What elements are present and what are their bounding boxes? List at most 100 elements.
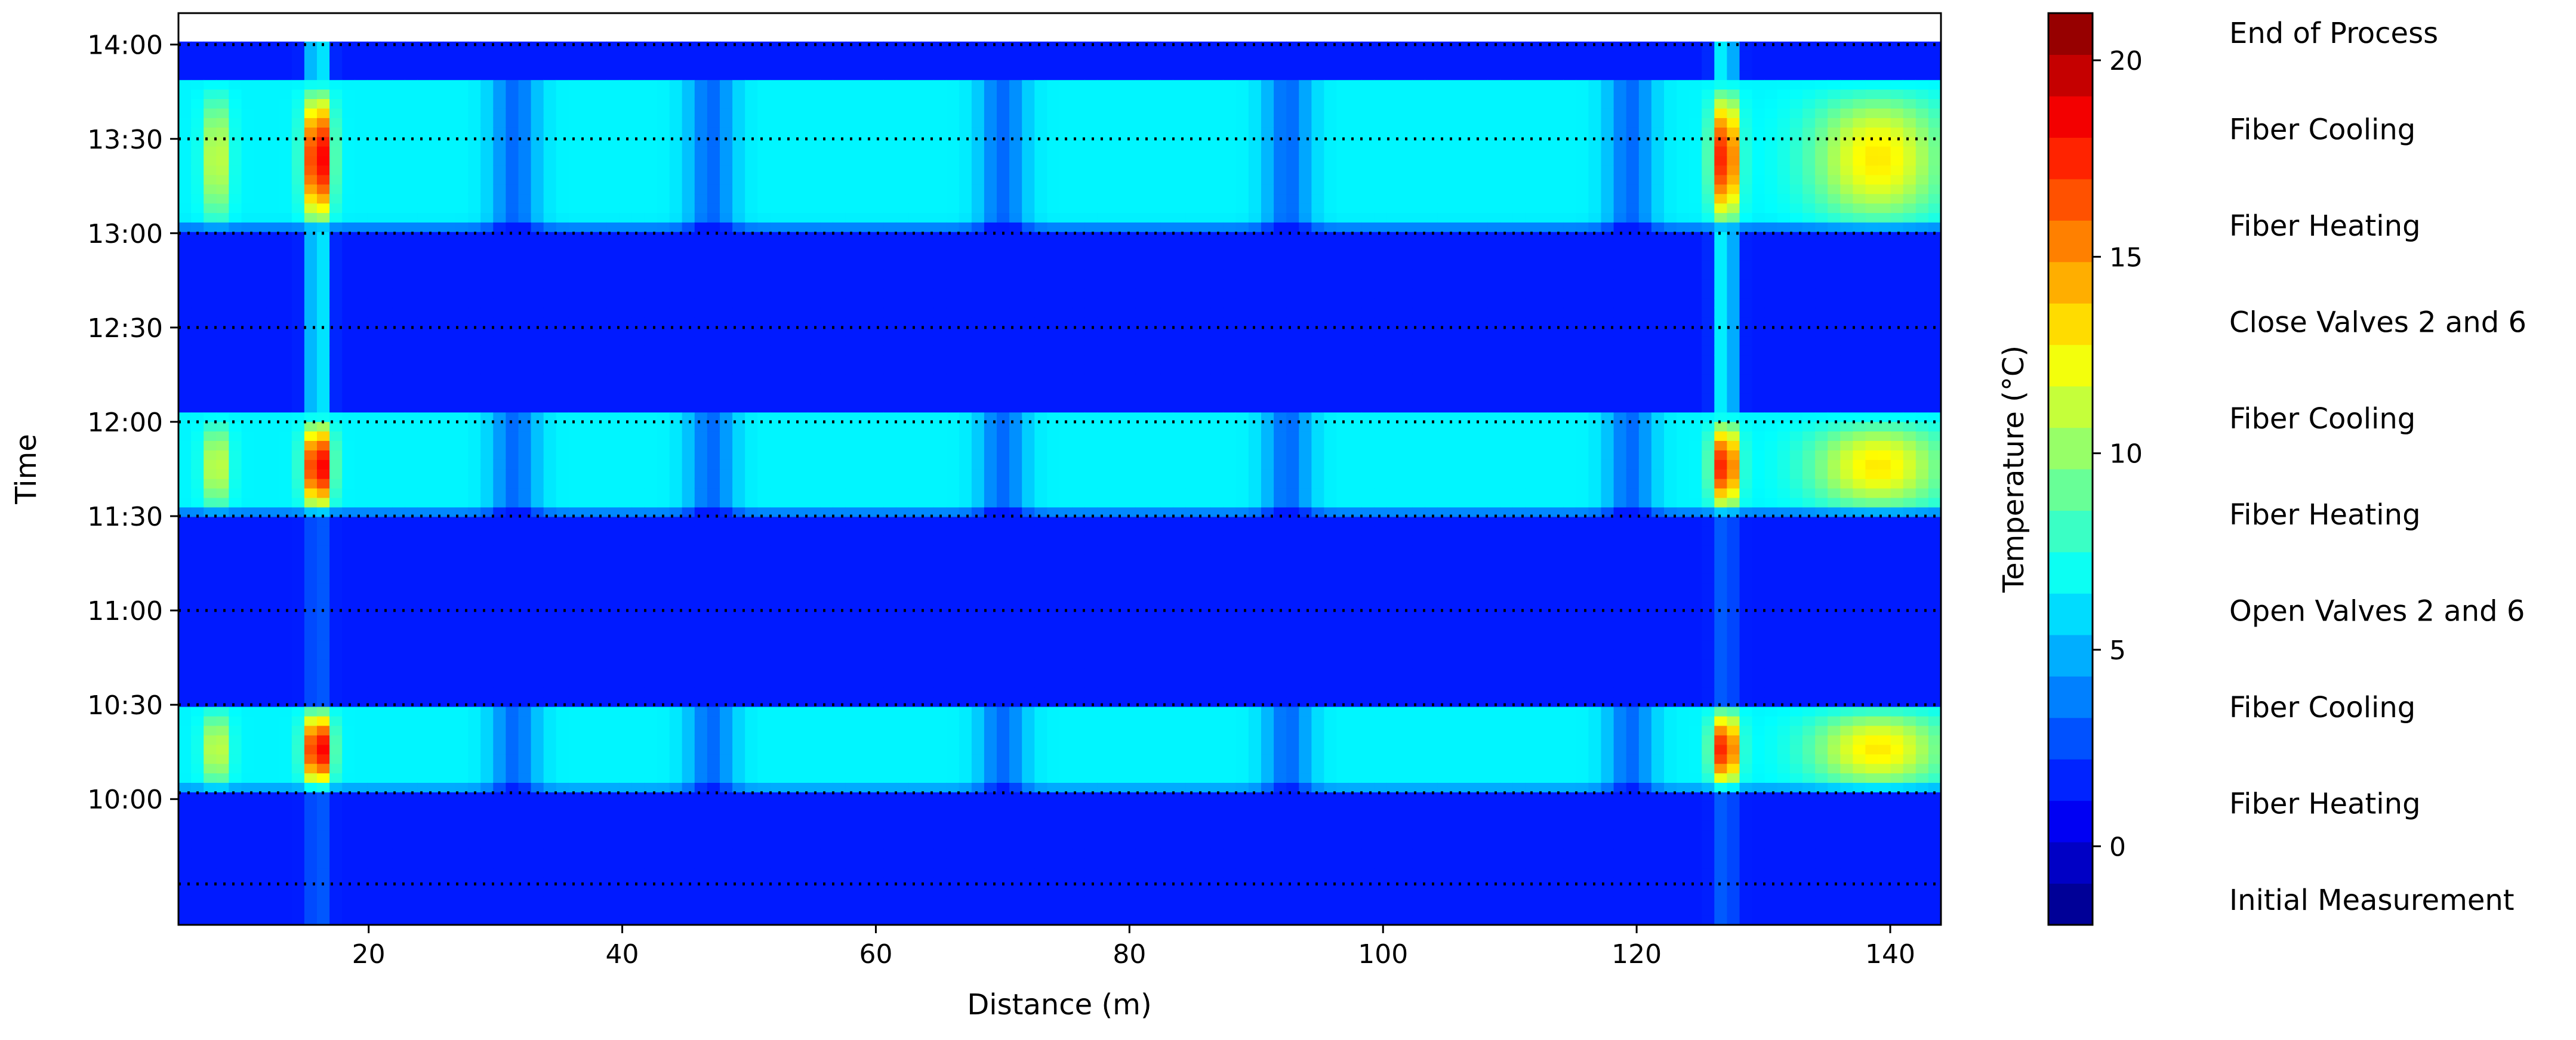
heatmap-cell: [845, 421, 859, 432]
heatmap-cell: [405, 193, 418, 204]
heatmap-cell: [707, 640, 720, 650]
heatmap-cell: [833, 858, 846, 869]
heatmap-cell: [782, 611, 796, 622]
heatmap-cell: [594, 668, 607, 678]
heatmap-cell: [795, 364, 809, 375]
heatmap-cell: [757, 70, 771, 81]
heatmap-cell: [241, 184, 255, 195]
heatmap-cell: [254, 887, 267, 897]
heatmap-cell: [594, 250, 607, 261]
heatmap-cell: [619, 896, 633, 906]
heatmap-cell: [619, 877, 633, 888]
heatmap-cell: [543, 174, 557, 185]
heatmap-cell: [279, 744, 292, 755]
heatmap-cell: [191, 355, 204, 365]
heatmap-cell: [355, 554, 368, 564]
heatmap-cell: [594, 421, 607, 432]
heatmap-cell: [657, 497, 670, 508]
heatmap-cell: [556, 507, 569, 517]
heatmap-cell: [468, 459, 481, 470]
heatmap-cell: [694, 383, 708, 394]
heatmap-cell: [556, 906, 569, 916]
heatmap-cell: [216, 393, 230, 403]
heatmap-cell: [619, 421, 633, 432]
heatmap-cell: [669, 659, 683, 669]
heatmap-cell: [392, 915, 406, 925]
heatmap-cell: [581, 715, 594, 726]
heatmap-cell: [531, 431, 544, 441]
heatmap-cell: [317, 431, 330, 441]
heatmap-cell: [644, 507, 658, 517]
heatmap-cell: [682, 298, 695, 308]
heatmap-cell: [682, 383, 695, 394]
heatmap-cell: [254, 232, 267, 242]
heatmap-cell: [443, 459, 456, 470]
heatmap-cell: [518, 744, 532, 755]
heatmap-cell: [707, 118, 720, 128]
heatmap-cell: [694, 754, 708, 764]
heatmap-cell: [720, 773, 733, 783]
heatmap-cell: [581, 89, 594, 99]
heatmap-cell: [531, 421, 544, 432]
heatmap-cell: [392, 98, 406, 109]
heatmap-cell: [417, 868, 431, 878]
heatmap-cell: [757, 848, 771, 859]
heatmap-cell: [455, 431, 469, 441]
heatmap-cell: [833, 640, 846, 650]
heatmap-cell: [455, 535, 469, 546]
heatmap-cell: [266, 687, 280, 698]
heatmap-cell: [367, 554, 381, 564]
heatmap-cell: [229, 307, 242, 318]
heatmap-cell: [254, 203, 267, 213]
heatmap-cell: [216, 232, 230, 242]
heatmap-cell: [782, 260, 796, 270]
heatmap-cell: [707, 564, 720, 574]
heatmap-cell: [355, 174, 368, 185]
heatmap-cell: [191, 212, 204, 223]
heatmap-cell: [191, 478, 204, 489]
heatmap-cell: [468, 735, 481, 745]
heatmap-cell: [191, 136, 204, 147]
heatmap-cell: [254, 678, 267, 688]
heatmap-cell: [329, 848, 343, 859]
heatmap-cell: [480, 858, 494, 869]
heatmap-cell: [770, 611, 784, 622]
heatmap-cell: [770, 725, 784, 736]
heatmap-cell: [757, 592, 771, 603]
heatmap-cell: [430, 459, 443, 470]
heatmap-cell: [443, 70, 456, 81]
heatmap-cell: [266, 336, 280, 346]
heatmap-cell: [204, 744, 217, 755]
heatmap-cell: [342, 98, 356, 109]
heatmap-cell: [241, 250, 255, 261]
heatmap-cell: [279, 222, 292, 232]
heatmap-cell: [480, 288, 494, 299]
heatmap-cell: [405, 592, 418, 603]
heatmap-cell: [833, 98, 846, 109]
heatmap-cell: [745, 51, 759, 61]
heatmap-cell: [682, 98, 695, 109]
heatmap-cell: [191, 545, 204, 555]
heatmap-cell: [468, 792, 481, 802]
heatmap-cell: [204, 896, 217, 906]
heatmap-cell: [317, 279, 330, 289]
heatmap-cell: [531, 326, 544, 337]
heatmap-cell: [178, 915, 192, 925]
heatmap-cell: [468, 41, 481, 52]
heatmap-cell: [380, 583, 393, 593]
heatmap-cell: [682, 155, 695, 166]
heatmap-cell: [279, 298, 292, 308]
heatmap-cell: [543, 858, 557, 869]
heatmap-cell: [820, 241, 834, 251]
heatmap-cell: [455, 487, 469, 498]
heatmap-cell: [669, 848, 683, 859]
heatmap-cell: [568, 459, 582, 470]
heatmap-cell: [619, 725, 633, 736]
heatmap-cell: [568, 241, 582, 251]
heatmap-cell: [417, 792, 431, 802]
heatmap-cell: [669, 687, 683, 698]
heatmap-cell: [720, 222, 733, 232]
heatmap-cell: [732, 345, 745, 356]
heatmap-cell: [317, 165, 330, 175]
